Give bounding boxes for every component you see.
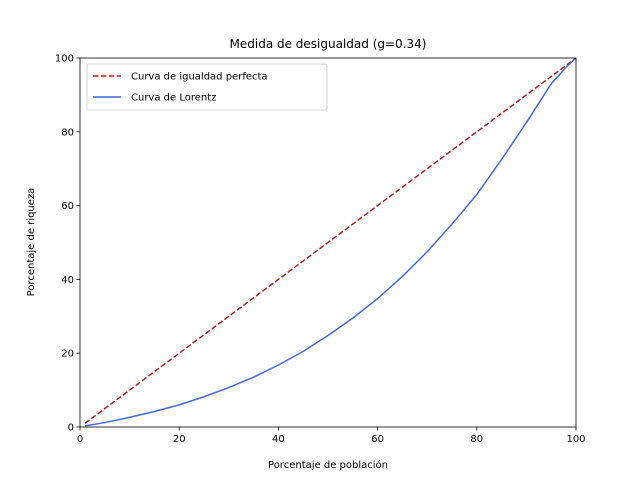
x-tick-label-1: 20 bbox=[173, 434, 186, 445]
legend-label-1: Curva de Lorentz bbox=[131, 93, 216, 104]
y-tick-label-1: 20 bbox=[61, 349, 74, 360]
y-tick-label-5: 100 bbox=[55, 54, 74, 65]
x-tick-label-5: 100 bbox=[566, 434, 585, 445]
x-axis-label: Porcentaje de población bbox=[268, 459, 388, 471]
legend-label-0: Curva de igualdad perfecta bbox=[131, 72, 268, 83]
x-tick-label-0: 0 bbox=[77, 434, 83, 445]
legend: Curva de igualdad perfecta Curva de Loren… bbox=[86, 63, 328, 111]
axes-frame bbox=[79, 57, 577, 428]
legend-box bbox=[86, 63, 328, 111]
y-tick-label-4: 80 bbox=[61, 127, 74, 138]
x-tick-label-2: 40 bbox=[272, 434, 285, 445]
y-axis-label: Porcentaje de riqueza bbox=[26, 188, 37, 297]
x-tick-label-4: 80 bbox=[470, 434, 483, 445]
series-line-1 bbox=[84, 57, 577, 427]
x-tick-label-3: 60 bbox=[371, 434, 384, 445]
chart-title: Medida de desigualdad (g=0.34) bbox=[230, 37, 427, 51]
y-tick-label-2: 40 bbox=[61, 275, 74, 286]
y-tick-label-0: 0 bbox=[68, 423, 74, 434]
plot-area: 0 20 40 60 80 100 0 20 40 60 80 100 bbox=[55, 54, 586, 446]
y-tick-label-3: 60 bbox=[61, 201, 74, 212]
series-line-0 bbox=[84, 57, 577, 424]
